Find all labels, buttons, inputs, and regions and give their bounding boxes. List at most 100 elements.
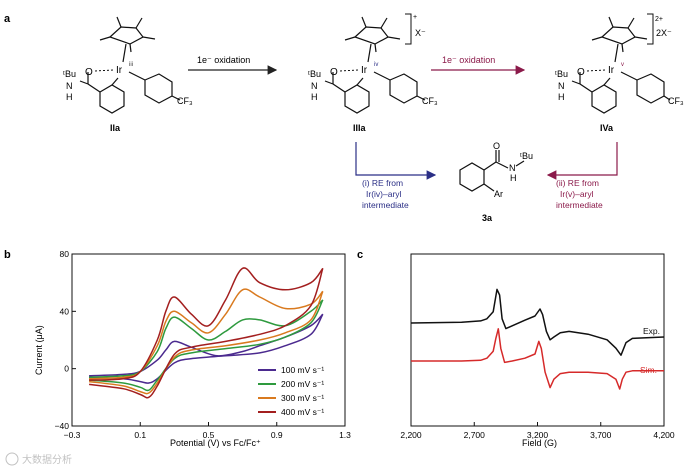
compound-IIa: Ir iii O ᵗBu N H CF₃ IIa	[63, 16, 193, 133]
epr-plot-frame	[410, 253, 665, 427]
cv-series-4-forward	[89, 267, 324, 381]
cp-star-icon	[344, 16, 401, 63]
cv-xtick-label: 0.5	[203, 430, 215, 440]
cv-chart: −0.3 0.1 0.5 0.9 1.3 −40 0 40 80 Potential (V) v…	[34, 249, 351, 448]
product-tbu: ᵗBu	[520, 151, 533, 161]
cv-ytick-label: −40	[55, 421, 70, 431]
oxygen-label: O	[330, 67, 338, 78]
watermark: 大数据分析	[5, 452, 72, 466]
nitrogen-label: N	[66, 81, 73, 91]
epr-curves	[410, 288, 665, 390]
oxidation-label-1: 1e⁻ oxidation	[197, 55, 250, 65]
watermark-logo-icon	[5, 452, 19, 466]
cp-star-icon	[591, 16, 648, 63]
epr-label-sim: Sim.	[640, 365, 657, 375]
epr-xtick-label: 2,200	[400, 430, 422, 440]
epr-axis-ticks: 2,200 2,700 3,200 3,700 4,200	[400, 422, 675, 440]
agostic-dash	[586, 69, 606, 72]
benzamide-ring-icon	[324, 72, 370, 114]
iridium-label: Ir	[361, 65, 368, 76]
re-left-line-1: (i) RE from	[362, 178, 403, 188]
cv-axis-ticks: −0.3 0.1 0.5 0.9 1.3 −40 0 40 80	[55, 249, 352, 440]
product-nitrogen: N	[509, 163, 516, 173]
charge-bracket	[405, 13, 412, 45]
cv-series-2-reverse	[89, 299, 324, 392]
benzamide-ring-icon	[79, 72, 125, 114]
cv-ytick-label: 0	[64, 364, 69, 374]
cv-legend-label: 300 mV s⁻¹	[281, 393, 324, 403]
ox-state-v: v	[621, 62, 624, 68]
oxygen-label: O	[577, 67, 585, 78]
cv-series-3-reverse	[89, 291, 324, 395]
hydrogen-label: H	[311, 92, 318, 102]
epr-series-exp	[410, 288, 665, 356]
cv-series-1-reverse	[89, 313, 324, 384]
nitrogen-label: N	[311, 81, 318, 91]
tbu-label: ᵗBu	[555, 69, 568, 79]
re-right-line-3: intermediate	[556, 200, 603, 210]
cf3-label: CF₃	[177, 96, 193, 106]
cp-star-icon	[99, 16, 156, 63]
charge-label: 2+	[655, 16, 663, 23]
cv-xtick-label: 0.9	[271, 430, 283, 440]
product-3a: O N H ᵗBu Ar 3a	[459, 141, 533, 223]
cv-ytick-label: 40	[60, 306, 70, 316]
oxygen-label: O	[85, 67, 93, 78]
epr-series-sim	[411, 328, 664, 390]
aryl-ring-icon	[620, 71, 671, 104]
epr-label-exp: Exp.	[643, 326, 660, 336]
cf3-label: CF₃	[422, 96, 438, 106]
cv-xtick-label: 1.3	[339, 430, 351, 440]
epr-xlabel: Field (G)	[522, 438, 557, 448]
cv-curves	[89, 267, 324, 399]
compound-IIIa: + X⁻ Ir iv O ᵗBu N H CF₃ IIIa	[308, 13, 438, 133]
counterion-label: X⁻	[415, 28, 426, 38]
product-tbu-bond	[515, 160, 525, 167]
oxidation-label-2: 1e⁻ oxidation	[442, 55, 495, 65]
re-arrow-left	[355, 142, 437, 180]
re-left-line-3: intermediate	[362, 200, 409, 210]
re-left-line-2: Ir(iv)–aryl	[366, 189, 402, 199]
watermark-text: 大数据分析	[22, 453, 72, 466]
cv-legend: 100 mV s⁻¹ 200 mV s⁻¹ 300 mV s⁻¹ 400 mV s⁻¹	[258, 365, 324, 417]
cv-ylabel: Current (μA)	[34, 325, 44, 375]
cv-xtick-label: −0.3	[64, 430, 81, 440]
ox-state-iv: iv	[374, 62, 378, 68]
compound-IVa: 2+ 2X⁻ Ir v O ᵗBu N H CF₃ IVa	[555, 13, 684, 133]
product-oxygen: O	[493, 141, 500, 151]
product-ring-icon	[459, 150, 509, 192]
compound-label-IVa: IVa	[600, 123, 614, 133]
cv-legend-label: 100 mV s⁻¹	[281, 365, 324, 375]
cf3-label: CF₃	[668, 96, 684, 106]
aryl-ring-icon	[128, 71, 181, 104]
cv-legend-label: 200 mV s⁻¹	[281, 379, 324, 389]
epr-xtick-label: 2,700	[464, 430, 486, 440]
re-right-line-1: (ii) RE from	[556, 178, 599, 188]
counterion-label: 2X⁻	[656, 28, 672, 38]
epr-xtick-label: 3,700	[590, 430, 612, 440]
agostic-dash	[339, 69, 359, 72]
epr-xtick-label: 3,200	[527, 430, 549, 440]
charge-label: +	[413, 14, 417, 21]
hydrogen-label: H	[558, 92, 565, 102]
compound-label-IIa: IIa	[110, 123, 121, 133]
iridium-label: Ir	[116, 65, 123, 76]
product-ar: Ar	[494, 189, 503, 199]
agostic-dash	[94, 69, 114, 72]
benzamide-ring-icon	[571, 72, 617, 114]
panel-label-a: a	[4, 13, 11, 25]
product-label: 3a	[482, 213, 493, 223]
ox-state-iii: iii	[129, 62, 133, 68]
cv-series-4-reverse	[89, 268, 324, 399]
aryl-ring-icon	[373, 71, 426, 104]
re-arrow-right	[546, 142, 618, 180]
epr-chart: 2,200 2,700 3,200 3,700 4,200 Field (G) Exp.…	[400, 253, 675, 448]
re-right-line-2: Ir(v)–aryl	[560, 189, 594, 199]
iridium-label: Ir	[608, 65, 615, 76]
epr-xtick-label: 4,200	[653, 430, 675, 440]
cv-xtick-label: 0.1	[134, 430, 146, 440]
charge-bracket	[647, 13, 654, 45]
panel-label-c: c	[357, 249, 363, 261]
tbu-label: ᵗBu	[308, 69, 321, 79]
